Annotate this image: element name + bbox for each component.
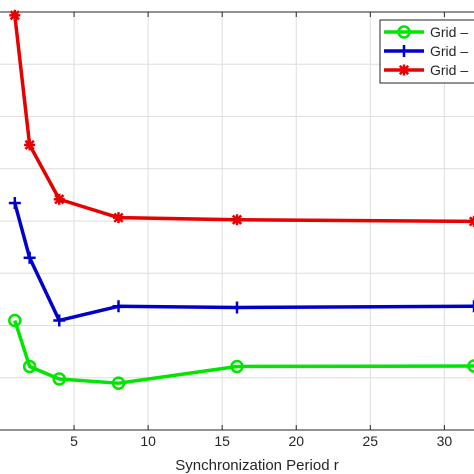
legend: Grid – Grid – Grid – [379,19,474,84]
data-point-marker [398,64,410,76]
data-point-marker [230,359,244,374]
x-tick-label: 30 [437,433,453,449]
legend-label: Grid – [430,62,468,78]
marker-circle [397,25,411,39]
data-point-marker [111,376,126,390]
data-point-marker [113,212,124,224]
data-series [8,9,474,390]
marker-circle [467,359,474,373]
data-point-marker [112,300,125,313]
series-line [13,319,474,385]
data-point-marker [467,359,474,373]
data-point-marker [468,300,474,313]
marker-circle [8,313,22,328]
marker-star-d2 [398,64,410,76]
marker-circle [230,359,244,374]
marker-star-d2 [54,194,65,205]
x-tick-label: 5 [70,433,78,449]
data-point-marker [23,251,36,264]
data-point-marker [9,9,21,21]
marker-star-d2 [231,214,243,225]
x-tick-label: 10 [140,433,156,449]
data-point-marker [53,193,65,205]
legend-label: Grid – [430,24,468,40]
marker-star-d2 [24,139,35,151]
marker-circle [52,372,66,386]
x-tick-label: 20 [288,433,304,449]
series-line [13,15,474,224]
data-point-marker [8,313,22,328]
marker-star-d2 [9,10,20,21]
series-3 [9,9,474,227]
x-axis-label: Synchronization Period r [175,457,338,474]
legend-entry: Grid – [384,43,468,59]
data-point-marker [24,139,36,151]
legend-entry: Grid – [384,24,468,40]
marker-star-d2 [113,212,124,223]
data-point-marker [468,215,474,227]
data-point-marker [8,197,21,210]
x-tick-label: 25 [363,433,379,449]
data-point-marker [52,372,66,386]
series-2 [8,197,474,327]
data-point-marker [231,301,243,314]
marker-circle [22,359,37,374]
data-point-marker [231,214,243,226]
marker-star-d2 [468,219,474,227]
axes: 5 10 15 20 25 30 [0,11,474,449]
data-point-marker [397,25,411,39]
marker-star-d1 [468,216,474,224]
series-1 [8,313,474,390]
data-point-marker [398,45,410,57]
series-line [13,202,474,323]
data-point-marker [22,359,37,374]
legend-entry: Grid – [384,62,468,78]
x-tick-label: 15 [214,433,230,449]
data-point-marker [53,314,66,327]
marker-circle [111,376,126,390]
legend-label: Grid – [430,43,468,59]
